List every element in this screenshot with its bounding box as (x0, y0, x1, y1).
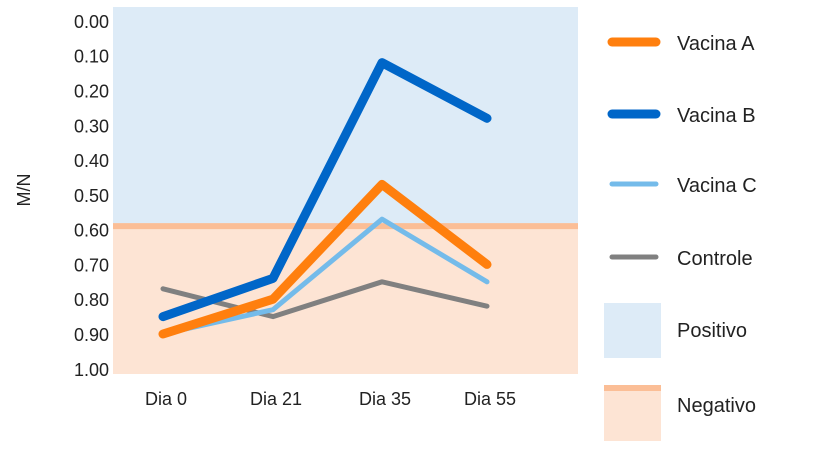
y-tick-label: 0.40 (74, 151, 109, 171)
legend-item: Negativo (604, 385, 756, 441)
x-tick-label: Dia 35 (359, 389, 411, 409)
series-line-vacina-c (160, 216, 490, 337)
legend-label: Negativo (677, 395, 756, 417)
legend-item: Positivo (604, 303, 747, 358)
series-line-controle (160, 279, 490, 320)
legend-swatch-line (604, 385, 661, 391)
x-tick-label: Dia 21 (250, 389, 302, 409)
legend-label: Positivo (677, 320, 747, 342)
x-tick-label: Dia 55 (464, 389, 516, 409)
y-tick-label: 0.80 (74, 290, 109, 310)
y-tick-label: 1.00 (74, 360, 109, 380)
legend-label: Vacina B (677, 105, 756, 127)
x-tick-label: Dia 0 (145, 389, 187, 409)
legend-label: Vacina A (677, 33, 755, 55)
y-tick-label: 0.50 (74, 186, 109, 206)
legend-item: Vacina B (607, 105, 756, 127)
y-tick-label: 0.90 (74, 325, 109, 345)
legend-swatch (604, 385, 661, 441)
y-tick-label: 0.70 (74, 255, 109, 275)
y-axis-label: M/N (14, 174, 34, 207)
legend-label: Vacina C (677, 175, 757, 197)
series-line-vacina-b (158, 58, 492, 322)
y-tick-label: 0.30 (74, 116, 109, 136)
y-tick-label: 0.10 (74, 47, 109, 67)
y-tick-label: 0.00 (74, 12, 109, 32)
y-tick-label: 0.20 (74, 81, 109, 101)
legend-item: Vacina C (609, 175, 757, 197)
positive-region (113, 7, 578, 227)
legend-label: Controle (677, 248, 753, 270)
legend-item: Controle (609, 248, 753, 270)
legend-swatch (604, 303, 661, 358)
series-line-vacina-a (158, 179, 492, 339)
y-tick-label: 0.60 (74, 221, 109, 241)
legend-item: Vacina A (607, 33, 755, 55)
